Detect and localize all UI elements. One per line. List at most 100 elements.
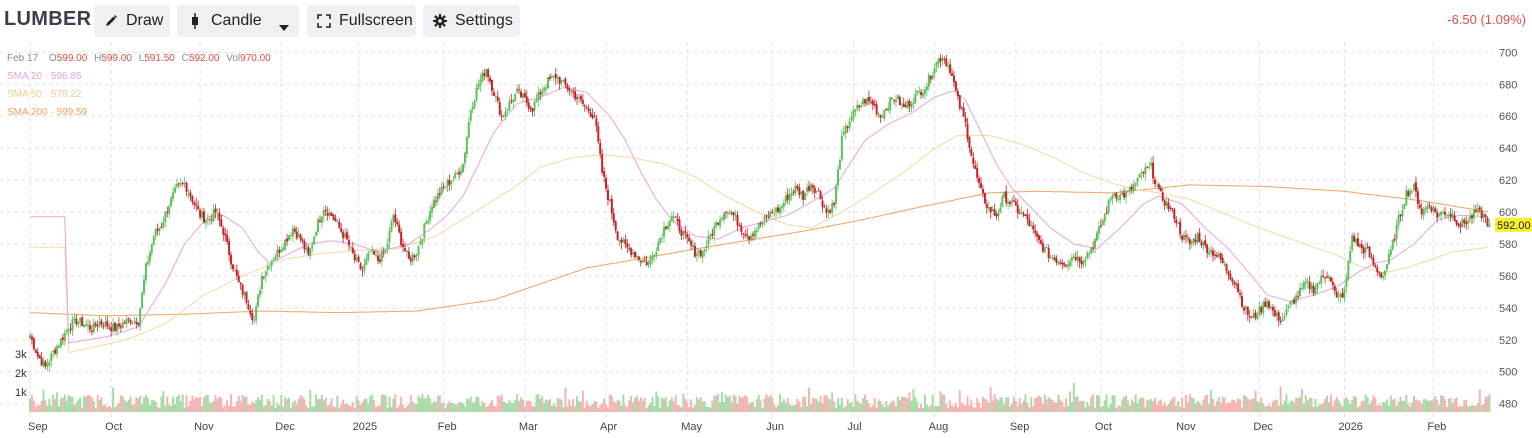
candle-body — [949, 64, 952, 73]
volume-bar — [355, 395, 358, 412]
candle-body — [1154, 179, 1157, 184]
draw-button[interactable]: Draw — [94, 5, 170, 37]
volume-bar — [1165, 406, 1168, 412]
chart-type-dropdown[interactable]: Candle — [177, 5, 299, 37]
candle-body — [713, 226, 716, 236]
volume-bar — [125, 402, 128, 412]
volume-bar — [902, 396, 905, 412]
candle-body — [825, 208, 828, 213]
candle-body — [1078, 257, 1081, 262]
settings-button[interactable]: Settings — [423, 5, 520, 37]
volume-bar — [181, 394, 184, 412]
volume-bar — [170, 405, 173, 412]
volume-bar — [773, 403, 776, 412]
volume-bar — [220, 398, 223, 412]
volume-bar — [844, 406, 847, 412]
volume-bar — [183, 407, 186, 412]
candle-body — [1103, 213, 1106, 222]
candle-body — [896, 95, 899, 99]
candle-body — [1372, 257, 1375, 265]
candle-body — [707, 235, 710, 245]
volume-bar — [1364, 394, 1367, 412]
candle-body — [249, 310, 252, 315]
fullscreen-button[interactable]: Fullscreen — [307, 5, 416, 37]
volume-bar — [436, 395, 439, 412]
volume-bar — [1007, 396, 1010, 412]
candle-body — [158, 228, 161, 231]
volume-bar — [951, 405, 954, 412]
candle-body — [94, 323, 97, 326]
candle-body — [628, 248, 631, 250]
candle-body — [933, 67, 936, 74]
volume-bar — [98, 400, 101, 412]
candle-body — [301, 239, 304, 242]
volume-bar — [817, 402, 820, 412]
volume-bar — [143, 397, 146, 412]
candle-body — [1045, 247, 1048, 249]
volume-bar — [622, 394, 625, 412]
volume-bar — [628, 399, 631, 412]
candle-body — [655, 251, 658, 255]
volume-bar — [280, 395, 283, 412]
candle-body — [1297, 296, 1300, 298]
sma50-line — [30, 134, 1488, 354]
volume-bar — [1014, 401, 1017, 412]
volume-bar — [1213, 405, 1216, 412]
volume-bar — [86, 394, 89, 412]
volume-bar — [309, 390, 312, 412]
volume-bar — [282, 406, 285, 412]
volume-bar — [730, 401, 733, 412]
candle-body — [1399, 214, 1402, 217]
candle-body — [1088, 253, 1091, 255]
volume-bar — [104, 404, 107, 412]
volume-bar — [347, 405, 350, 412]
candle-body — [34, 349, 37, 353]
volume-bar — [840, 398, 843, 412]
candle-body — [645, 261, 648, 266]
volume-bar — [1314, 399, 1317, 412]
candle-body — [823, 206, 826, 208]
candle-body — [222, 227, 225, 235]
candle-body — [1391, 239, 1394, 250]
volume-bar — [1026, 402, 1029, 412]
candle-body — [411, 254, 414, 263]
candle-body — [885, 108, 888, 110]
candle-body — [664, 226, 667, 229]
volume-bar — [1219, 403, 1222, 412]
candle-body — [346, 232, 349, 240]
volume-bar — [900, 396, 903, 412]
volume-bar — [1326, 395, 1329, 412]
volume-bar — [1097, 395, 1100, 412]
candle-body — [1130, 186, 1133, 190]
volume-bar — [195, 397, 198, 412]
volume-bar — [63, 394, 66, 412]
volume-bar — [115, 405, 118, 412]
x-tick-label: 2026 — [1338, 421, 1362, 433]
candle-body — [156, 228, 159, 231]
volume-bar — [1229, 402, 1232, 412]
candle-body — [775, 207, 778, 213]
volume-bar — [204, 395, 207, 412]
volume-bar — [421, 394, 424, 412]
volume-bar — [1465, 399, 1468, 412]
candle-body — [54, 349, 57, 354]
candle-body — [1312, 285, 1315, 294]
volume-bar — [469, 396, 472, 412]
candle-body — [1345, 277, 1348, 288]
candle-body — [898, 96, 901, 106]
volume-bar — [862, 398, 865, 412]
price-change: -6.50 (1.09%) — [1447, 12, 1526, 27]
volume-bar — [1111, 395, 1114, 412]
volume-bar — [1395, 405, 1398, 412]
candle-body — [92, 322, 95, 333]
candle-body — [81, 317, 84, 326]
candle-body — [152, 236, 155, 246]
candle-body — [1003, 191, 1006, 198]
volume-bar — [1486, 396, 1489, 412]
volume-bar — [661, 397, 664, 412]
volume-bar — [1422, 399, 1425, 412]
candle-body — [210, 219, 213, 221]
candle-body — [547, 77, 550, 89]
volume-bar — [539, 398, 542, 412]
